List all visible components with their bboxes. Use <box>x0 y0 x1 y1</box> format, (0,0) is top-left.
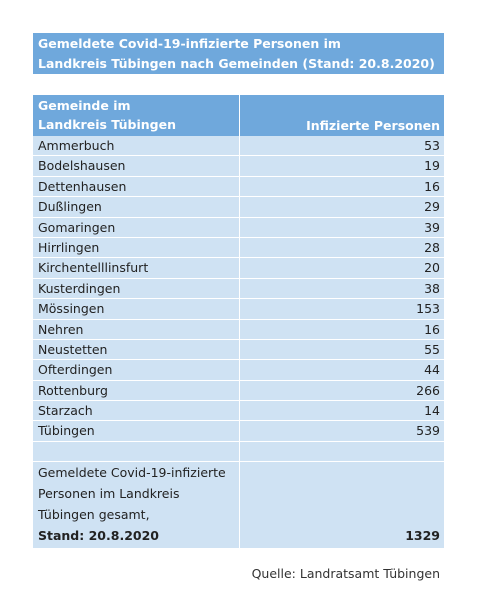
header-municipality-line-2: Landkreis Tübingen <box>38 117 176 132</box>
table-row: Kusterdingen 38 <box>33 278 444 300</box>
table-row: Hirrlingen 28 <box>33 237 444 259</box>
table-row: Nehren 16 <box>33 319 444 340</box>
table-row: Kirchentelllinsfurt 20 <box>33 258 444 279</box>
municipality-name: Kusterdingen <box>33 278 240 300</box>
total-value: 1329 <box>240 461 444 548</box>
title-line-1: Gemeldete Covid-19-infizierte Personen i… <box>38 36 341 51</box>
infected-count: 20 <box>240 258 444 279</box>
table-row: Mössingen 153 <box>33 299 444 320</box>
municipality-name: Mössingen <box>33 299 240 320</box>
total-label-line-2: Personen im Landkreis <box>38 485 180 501</box>
table-body: Ammerbuch 53 Bodelshausen 19 Dettenhausen 16 D… <box>33 136 444 442</box>
table-title: Gemeldete Covid-19-infizierte Personen i… <box>33 33 444 74</box>
infected-count: 28 <box>240 237 444 259</box>
table-row: Neustetten 55 <box>33 339 444 361</box>
total-label: Gemeldete Covid-19-infizierte Personen i… <box>33 461 240 548</box>
total-row: Gemeldete Covid-19-infizierte Personen i… <box>33 461 444 548</box>
table-row: Bodelshausen 19 <box>33 156 444 177</box>
municipality-name: Hirrlingen <box>33 237 240 259</box>
municipality-name: Rottenburg <box>33 380 240 402</box>
total-label-line-4: Stand: 20.8.2020 <box>38 527 159 543</box>
infected-count: 39 <box>240 217 444 238</box>
municipality-name: Starzach <box>33 401 240 422</box>
infected-count: 266 <box>240 380 444 402</box>
table-header: Gemeinde im Landkreis Tübingen Infiziert… <box>33 95 444 136</box>
infected-count: 55 <box>240 339 444 361</box>
spacer-cell-name <box>33 441 240 462</box>
infected-count: 29 <box>240 197 444 218</box>
table-row: Tübingen 539 <box>33 421 444 442</box>
infected-count: 38 <box>240 278 444 300</box>
table-row: Dußlingen 29 <box>33 197 444 218</box>
municipality-name: Dettenhausen <box>33 176 240 198</box>
municipality-name: Bodelshausen <box>33 156 240 177</box>
infected-count: 44 <box>240 360 444 381</box>
total-label-line-3: Tübingen gesamt, <box>38 506 150 522</box>
spacer-cell-value <box>240 441 444 462</box>
table-row: Dettenhausen 16 <box>33 176 444 198</box>
infected-count: 16 <box>240 319 444 340</box>
infection-table: Gemeinde im Landkreis Tübingen Infiziert… <box>33 95 444 548</box>
municipality-name: Dußlingen <box>33 197 240 218</box>
infected-count: 539 <box>240 421 444 442</box>
infected-count: 14 <box>240 401 444 422</box>
header-municipality-line-1: Gemeinde im <box>38 98 131 113</box>
table-row: Starzach 14 <box>33 401 444 422</box>
infected-count: 53 <box>240 136 444 157</box>
header-municipality: Gemeinde im Landkreis Tübingen <box>33 95 240 136</box>
header-infected: Infizierte Personen <box>240 95 444 136</box>
municipality-name: Kirchentelllinsfurt <box>33 258 240 279</box>
municipality-name: Tübingen <box>33 421 240 442</box>
municipality-name: Neustetten <box>33 339 240 361</box>
infected-count: 153 <box>240 299 444 320</box>
table-row: Ammerbuch 53 <box>33 136 444 157</box>
table-row: Gomaringen 39 <box>33 217 444 238</box>
table-row: Ofterdingen 44 <box>33 360 444 381</box>
table-row: Rottenburg 266 <box>33 380 444 402</box>
municipality-name: Gomaringen <box>33 217 240 238</box>
title-line-2: Landkreis Tübingen nach Gemeinden (Stand… <box>38 56 435 71</box>
municipality-name: Ammerbuch <box>33 136 240 157</box>
infected-count: 19 <box>240 156 444 177</box>
spacer-row <box>33 441 444 462</box>
source-note: Quelle: Landratsamt Tübingen <box>251 566 440 581</box>
municipality-name: Ofterdingen <box>33 360 240 381</box>
total-label-line-1: Gemeldete Covid-19-infizierte <box>38 464 226 480</box>
municipality-name: Nehren <box>33 319 240 340</box>
infected-count: 16 <box>240 176 444 198</box>
